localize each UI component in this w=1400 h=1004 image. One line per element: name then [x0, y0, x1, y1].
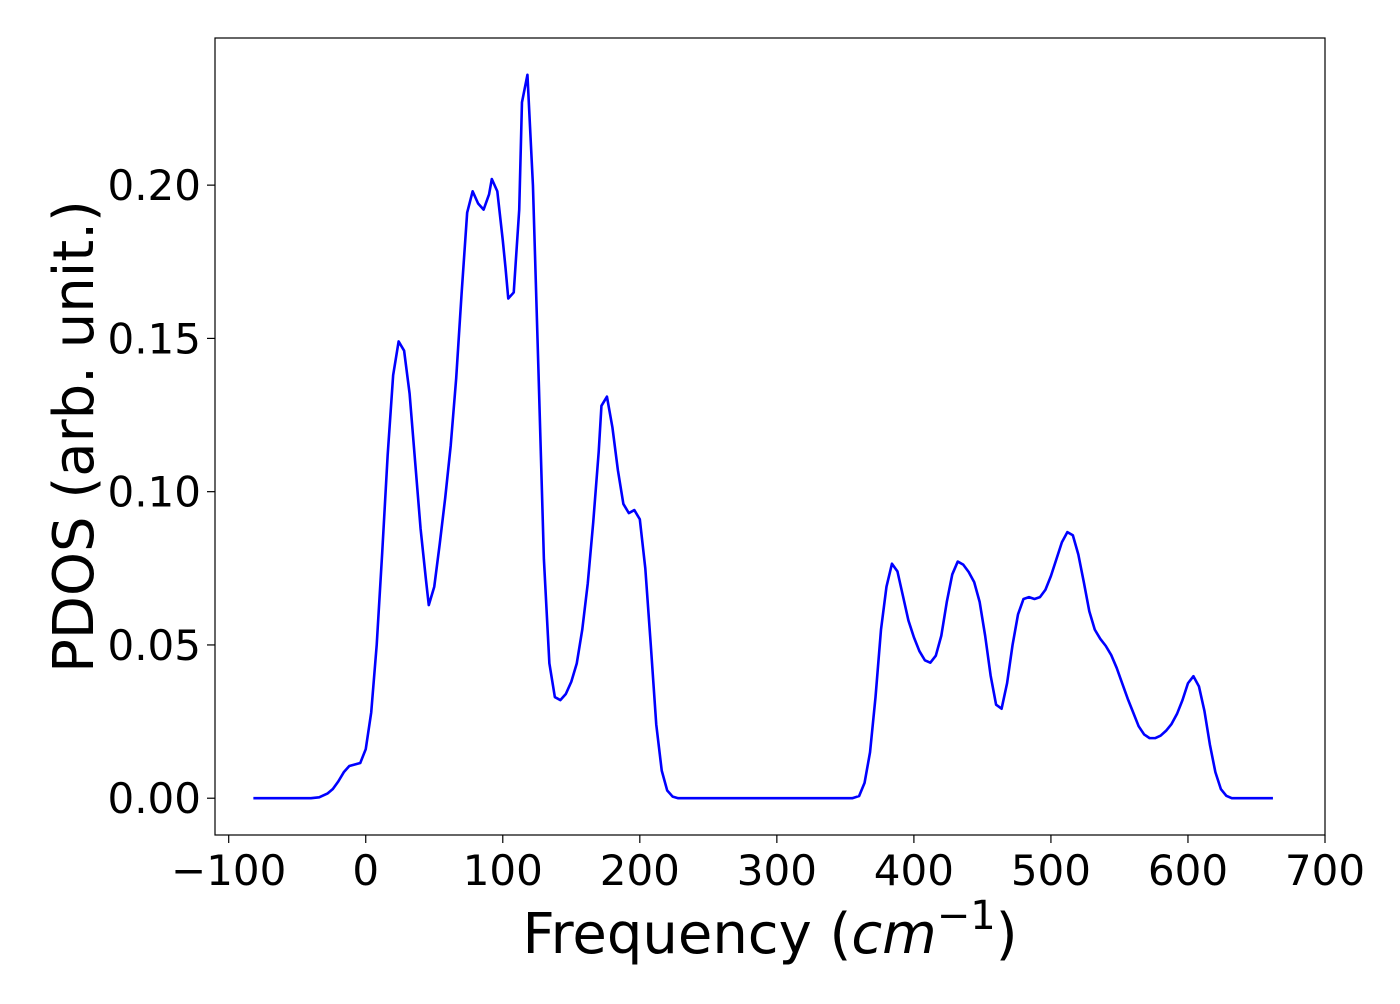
- plot-frame: [214, 37, 1326, 836]
- x-tick-label: 500: [1011, 846, 1091, 895]
- x-tick-label: 400: [874, 846, 954, 895]
- x-axis-label-exponent: −1: [937, 893, 996, 939]
- pdos-series-line: [253, 73, 1273, 800]
- x-tick-label: 0: [352, 846, 379, 895]
- y-axis-label: PDOS (arb. unit.): [42, 200, 107, 673]
- x-tick-label: 600: [1148, 846, 1228, 895]
- x-axis-label: Frequency (cm−1): [522, 893, 1017, 967]
- y-tick-label: 0.15: [107, 314, 201, 363]
- x-tick-label: 200: [600, 846, 680, 895]
- x-tick-label: 700: [1285, 846, 1365, 895]
- data-layer: [253, 73, 1273, 800]
- y-axis-ticks: 0.00 0.05 0.10 0.15 0.20: [107, 161, 215, 823]
- x-tick-label: 100: [463, 846, 543, 895]
- x-axis-label-suffix: ): [996, 902, 1018, 967]
- x-axis-label-unit: cm: [851, 902, 936, 967]
- x-axis-label-text: Frequency (: [522, 902, 851, 967]
- x-tick-label: −100: [171, 846, 286, 895]
- x-tick-label: 300: [737, 846, 817, 895]
- x-axis-ticks: −100 0 100 200 300 400 500 600 700: [171, 835, 1365, 895]
- y-tick-label: 0.05: [107, 621, 201, 670]
- y-tick-label: 0.00: [107, 774, 201, 823]
- y-tick-label: 0.10: [107, 468, 201, 517]
- y-tick-label: 0.20: [107, 161, 201, 210]
